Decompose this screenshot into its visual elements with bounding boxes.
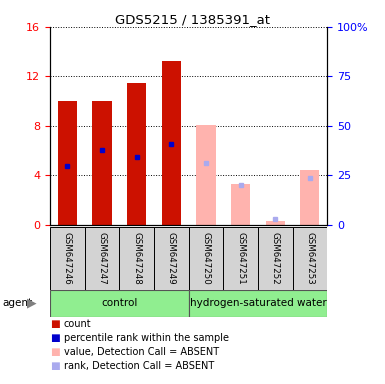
Text: agent: agent (2, 298, 32, 308)
Text: GSM647252: GSM647252 (271, 232, 280, 285)
Bar (231, 184, 250, 225)
Bar (300, 170, 320, 225)
Text: GSM647246: GSM647246 (63, 232, 72, 285)
Text: ■: ■ (50, 347, 60, 357)
Text: percentile rank within the sample: percentile rank within the sample (64, 333, 229, 343)
Bar (58, 101, 77, 225)
Bar (119, 227, 154, 290)
Bar (92, 101, 112, 225)
Text: control: control (101, 298, 137, 308)
Text: GSM647253: GSM647253 (305, 232, 315, 285)
Text: GSM647247: GSM647247 (97, 232, 107, 285)
Text: ▶: ▶ (27, 297, 36, 310)
Bar (196, 124, 216, 225)
Text: hydrogen-saturated water: hydrogen-saturated water (189, 298, 326, 308)
Text: GDS5215 / 1385391_at: GDS5215 / 1385391_at (115, 13, 270, 26)
Text: GSM647248: GSM647248 (132, 232, 141, 285)
Bar (85, 227, 119, 290)
Bar (162, 61, 181, 225)
Text: ■: ■ (50, 319, 60, 329)
Bar (258, 227, 293, 290)
Bar (293, 227, 327, 290)
Text: GSM647249: GSM647249 (167, 232, 176, 284)
Text: count: count (64, 319, 91, 329)
Bar (189, 290, 327, 317)
Bar (266, 221, 285, 225)
Bar (127, 83, 146, 225)
Bar (154, 227, 189, 290)
Bar (223, 227, 258, 290)
Text: GSM647250: GSM647250 (201, 232, 211, 285)
Bar (189, 227, 223, 290)
Text: value, Detection Call = ABSENT: value, Detection Call = ABSENT (64, 347, 219, 357)
Text: ■: ■ (50, 361, 60, 371)
Text: rank, Detection Call = ABSENT: rank, Detection Call = ABSENT (64, 361, 214, 371)
Text: ■: ■ (50, 333, 60, 343)
Text: GSM647251: GSM647251 (236, 232, 245, 285)
Bar (50, 227, 85, 290)
Bar (50, 290, 189, 317)
